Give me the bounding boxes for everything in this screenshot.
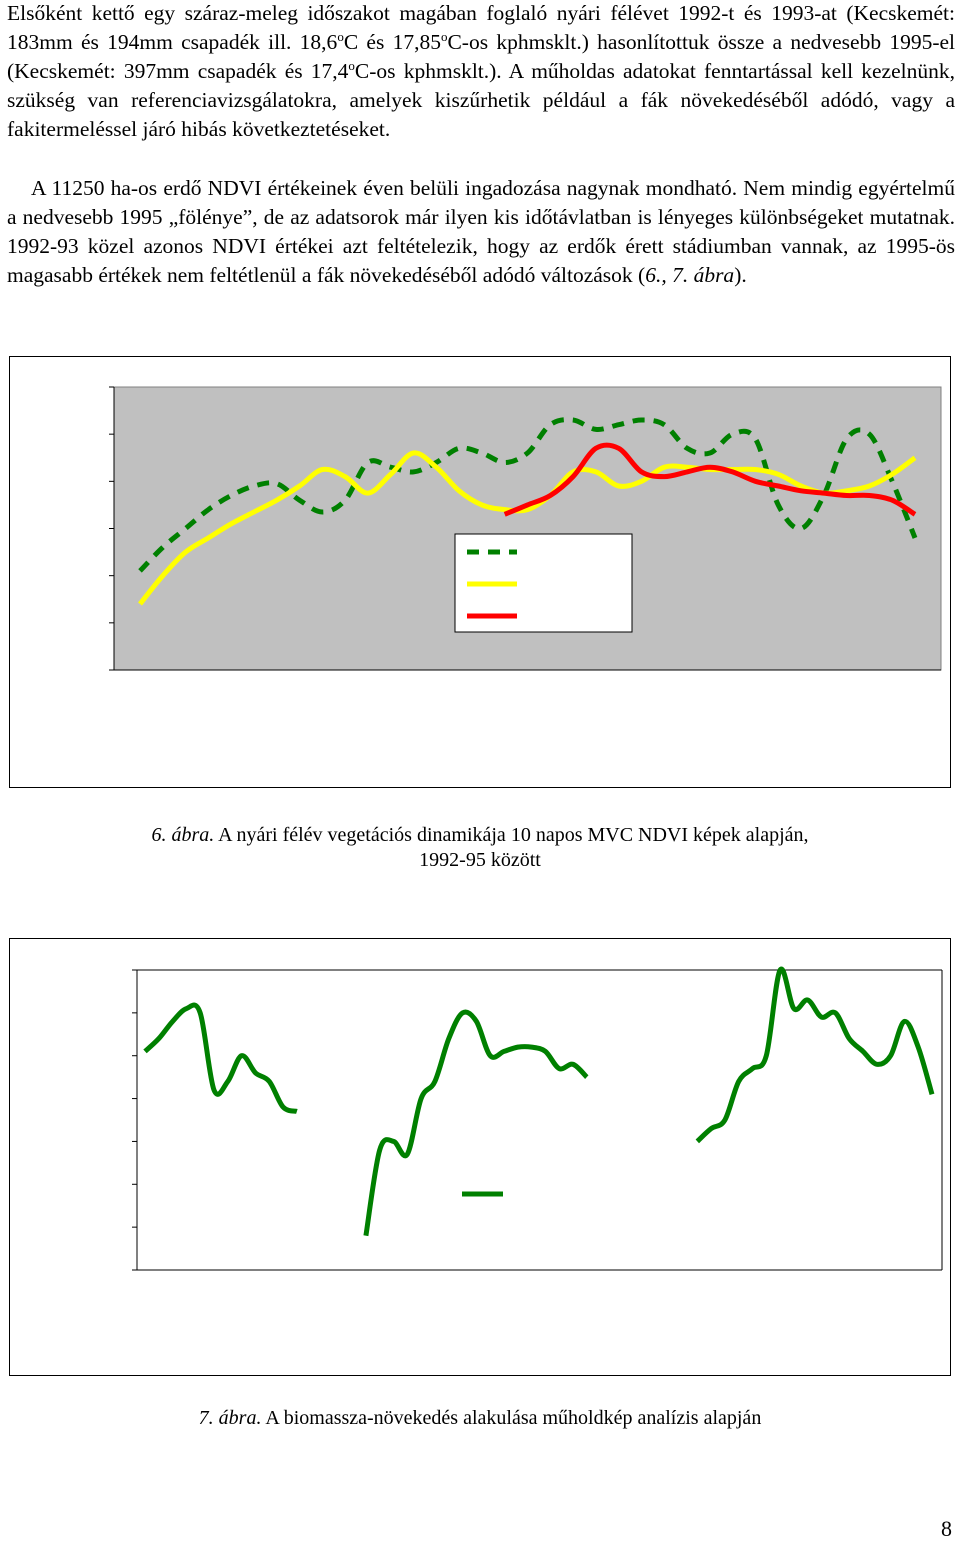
- series-line-segment-2: [695, 966, 935, 1144]
- p1-text-b: C és 17,85: [343, 30, 441, 54]
- page-number: 8: [941, 1516, 952, 1541]
- fig6-caption-text-2: 1992-95 között: [419, 849, 541, 871]
- p1-text-a: Elsőként kettő egy száraz-meleg időszako…: [7, 1, 955, 54]
- paragraph-2: A 11250 ha-os erdő NDVI értékeinek éven …: [7, 174, 955, 290]
- p1-sup-2: o: [440, 28, 448, 44]
- paragraph-1: Elsőként kettő egy száraz-meleg időszako…: [7, 0, 955, 144]
- p1-text-c: C-os kphmsklt.) hasonlítottuk össze a ne…: [7, 30, 956, 83]
- p2-figure-ref: 6., 7. ábra: [645, 263, 735, 287]
- p1-sup-1: o: [337, 28, 344, 44]
- series-line-0: [138, 417, 918, 573]
- ndvi-sum-line-chart: [132, 966, 943, 1271]
- figure-6-chart: [9, 356, 951, 788]
- figure-6-caption: 6. ábra. A nyári félév vegetációs dinami…: [0, 823, 960, 873]
- p2-text-b: ).: [734, 263, 747, 287]
- fig7-caption-text: A biomassza-növekedés alakulása műholdké…: [261, 1407, 762, 1429]
- p2-text-a: A 11250 ha-os erdő NDVI értékeinek éven …: [7, 176, 955, 287]
- p1-text-d: C-os kphmsklt.). A műholdas adatokat fen…: [7, 59, 955, 141]
- series-line-segment-0: [143, 1002, 298, 1114]
- fig6-caption-text: A nyári félév vegetációs dinamikája 10 n…: [214, 824, 809, 846]
- series-line-1: [138, 450, 917, 606]
- figure-7-caption: 7. ábra. A biomassza-növekedés alakulása…: [0, 1406, 960, 1431]
- fig7-label: 7. ábra.: [198, 1407, 262, 1429]
- p1-sup-3: o: [348, 57, 355, 73]
- ndvi-line-chart: [109, 386, 942, 671]
- figure-7-chart: [9, 938, 951, 1376]
- fig6-label: 6. ábra.: [151, 824, 215, 846]
- series-line-2: [503, 442, 917, 517]
- series-line-segment-1: [363, 1009, 589, 1237]
